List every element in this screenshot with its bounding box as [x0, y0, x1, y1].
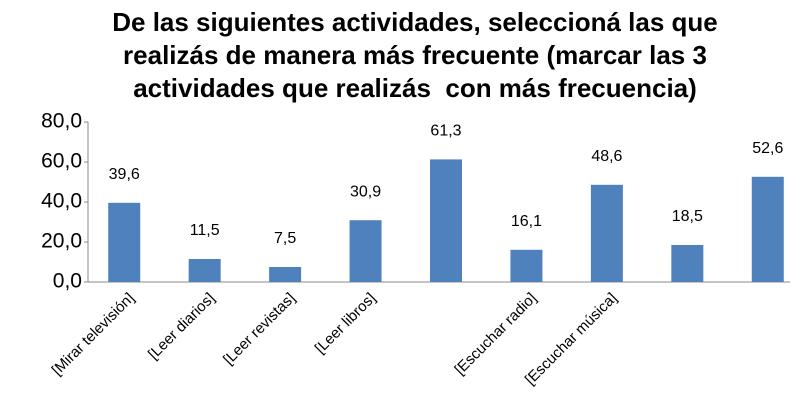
chart-title: De las siguientes actividades, seleccion… [112, 7, 725, 103]
y-tick-label: 40,0 [41, 190, 82, 213]
value-label: 39,6 [109, 166, 140, 183]
value-label: 7,5 [274, 230, 296, 247]
x-tick-label: [Mirar televisión] [49, 290, 138, 379]
y-tick-label: 0,0 [53, 270, 82, 293]
bar [430, 159, 462, 282]
y-tick-label: 80,0 [41, 110, 82, 133]
y-tick-label: 20,0 [41, 230, 82, 253]
bar [510, 249, 543, 282]
bar [751, 176, 784, 282]
value-label: 11,5 [190, 222, 220, 239]
x-tick-label: [Leer diarios] [145, 290, 218, 363]
value-label: 18,5 [672, 208, 703, 225]
bar [188, 259, 221, 282]
x-tick-label: [Escuchar radio] [451, 290, 540, 379]
bar [108, 202, 141, 282]
value-label: 48,6 [591, 148, 622, 165]
bar [590, 184, 623, 282]
value-label: 16,1 [511, 213, 542, 230]
value-label: 52,6 [752, 140, 783, 157]
bar [671, 245, 704, 282]
value-label: 30,9 [350, 183, 381, 200]
bar [349, 220, 382, 282]
x-tick-label: [Leer revistas] [220, 290, 299, 369]
x-tick-label: [Leer libros] [312, 290, 379, 357]
bar [269, 267, 302, 282]
y-tick-label: 60,0 [41, 150, 82, 173]
value-label: 61,3 [430, 123, 461, 140]
